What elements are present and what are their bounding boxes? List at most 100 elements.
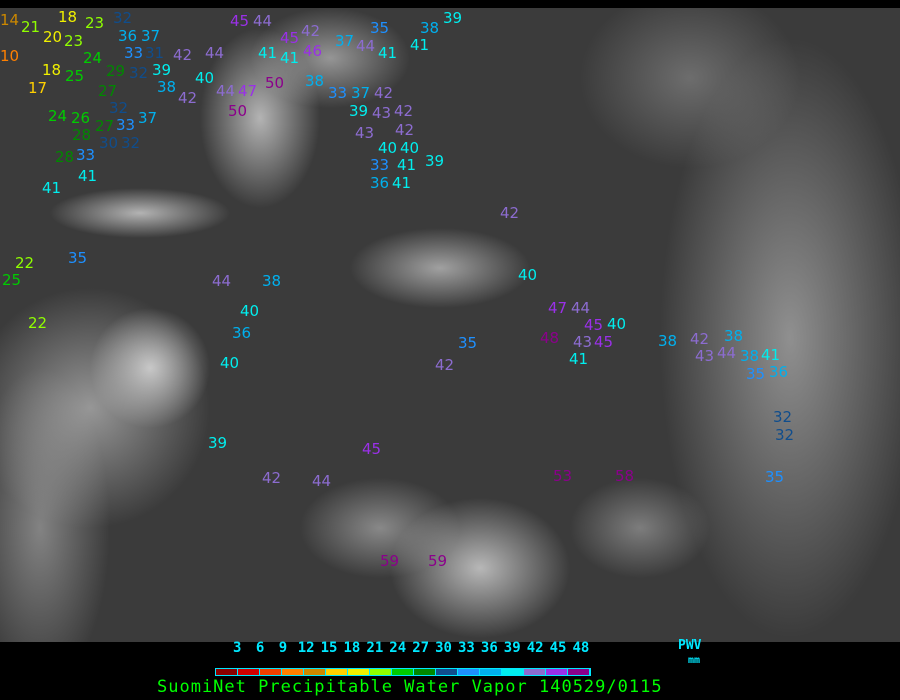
station-pwv-value: 59	[380, 552, 400, 570]
station-pwv-value: 40	[240, 302, 260, 320]
station-pwv-value: 32	[121, 134, 141, 152]
station-pwv-value: 38	[262, 272, 282, 290]
central-america-caribbean-coast	[228, 388, 335, 548]
station-pwv-value: 35	[458, 334, 478, 352]
station-pwv-value: 41	[410, 36, 430, 54]
station-pwv-value: 38	[724, 327, 744, 345]
station-pwv-value: 50	[228, 102, 248, 120]
station-pwv-value: 32	[109, 99, 129, 117]
station-pwv-value: 37	[141, 27, 161, 45]
legend-swatch	[369, 668, 392, 676]
legend-swatch	[501, 668, 524, 676]
legend-tick-label: 3	[233, 640, 242, 656]
legend-swatch	[325, 668, 348, 676]
station-pwv-value: 39	[208, 434, 228, 452]
station-pwv-value: 45	[280, 29, 300, 47]
station-pwv-value: 41	[280, 49, 300, 67]
station-pwv-value: 43	[355, 124, 375, 142]
station-pwv-value: 21	[21, 18, 41, 36]
legend-swatch	[281, 668, 304, 676]
station-pwv-value: 35	[68, 249, 88, 267]
legend-swatch	[303, 668, 326, 676]
station-pwv-value: 45	[594, 333, 614, 351]
legend-tick-label: 24	[389, 640, 407, 656]
station-pwv-value: 38	[305, 72, 325, 90]
station-pwv-value: 42	[374, 84, 394, 102]
station-pwv-value: 41	[258, 44, 278, 62]
legend-swatch	[523, 668, 546, 676]
station-pwv-value: 39	[349, 102, 369, 120]
station-pwv-value: 41	[761, 346, 781, 364]
station-pwv-value: 47	[548, 299, 568, 317]
station-pwv-value: 18	[42, 61, 62, 79]
station-pwv-value: 38	[658, 332, 678, 350]
station-pwv-value: 25	[2, 271, 22, 289]
station-pwv-value: 33	[116, 116, 136, 134]
station-pwv-value: 50	[265, 74, 285, 92]
station-pwv-value: 39	[443, 9, 463, 27]
legend-tick-label: 18	[343, 640, 361, 656]
station-pwv-value: 41	[569, 350, 589, 368]
borders	[160, 348, 220, 428]
coastline-overlay	[0, 8, 900, 642]
south-america-coast	[480, 478, 870, 633]
station-pwv-value: 42	[500, 204, 520, 222]
station-pwv-value: 32	[113, 9, 133, 27]
legend-color-bar	[215, 668, 591, 676]
legend-swatch	[413, 668, 436, 676]
legend-tick-label: 42	[526, 640, 544, 656]
station-pwv-value: 43	[695, 347, 715, 365]
station-pwv-value: 36	[118, 27, 138, 45]
station-pwv-value: 33	[328, 84, 348, 102]
station-pwv-value: 37	[335, 32, 355, 50]
station-pwv-value: 38	[740, 347, 760, 365]
legend-tick-label: 45	[549, 640, 567, 656]
station-pwv-value: 32	[775, 426, 795, 444]
legend-swatch	[391, 668, 414, 676]
station-pwv-value: 33	[124, 44, 144, 62]
legend-tick-label: 30	[435, 640, 452, 656]
station-pwv-value: 47	[238, 82, 258, 100]
station-pwv-value: 43	[372, 104, 392, 122]
station-pwv-value: 42	[435, 356, 455, 374]
legend-swatch	[567, 668, 590, 676]
station-pwv-value: 37	[138, 109, 158, 127]
station-pwv-value: 44	[216, 82, 236, 100]
station-pwv-value: 48	[540, 329, 560, 347]
station-pwv-value: 22	[15, 254, 35, 272]
station-pwv-value: 25	[65, 67, 85, 85]
station-pwv-value: 41	[42, 179, 62, 197]
station-pwv-value: 44	[212, 272, 232, 290]
legend-swatch	[545, 668, 568, 676]
legend-tick-label: 6	[255, 640, 265, 656]
station-pwv-value: 24	[48, 107, 68, 125]
station-pwv-value: 58	[615, 467, 635, 485]
legend-swatch	[215, 668, 238, 676]
station-pwv-value: 23	[85, 14, 105, 32]
station-pwv-value: 44	[356, 37, 376, 55]
station-pwv-value: 28	[72, 126, 92, 144]
station-pwv-value: 35	[370, 19, 390, 37]
station-pwv-value: 32	[773, 408, 793, 426]
station-pwv-value: 33	[76, 146, 96, 164]
station-pwv-value: 38	[157, 78, 177, 96]
station-pwv-value: 42	[173, 46, 193, 64]
legend-tick-label: 33	[458, 640, 475, 656]
station-pwv-value: 42	[301, 22, 321, 40]
station-pwv-value: 41	[397, 156, 417, 174]
station-pwv-value: 42	[178, 89, 198, 107]
station-pwv-value: 27	[95, 117, 115, 135]
station-pwv-value: 42	[395, 121, 415, 139]
station-pwv-value: 18	[58, 8, 78, 26]
legend-tick-label: 9	[278, 640, 288, 656]
station-pwv-value: 44	[717, 344, 737, 362]
legend-unit: mm	[688, 655, 701, 666]
legend-tick-label: 36	[480, 640, 498, 656]
station-pwv-value: 40	[607, 315, 627, 333]
station-pwv-value: 45	[230, 12, 250, 30]
station-pwv-value: 36	[232, 324, 252, 342]
station-pwv-value: 44	[571, 299, 591, 317]
station-pwv-value: 17	[28, 79, 48, 97]
station-pwv-value: 39	[425, 152, 445, 170]
